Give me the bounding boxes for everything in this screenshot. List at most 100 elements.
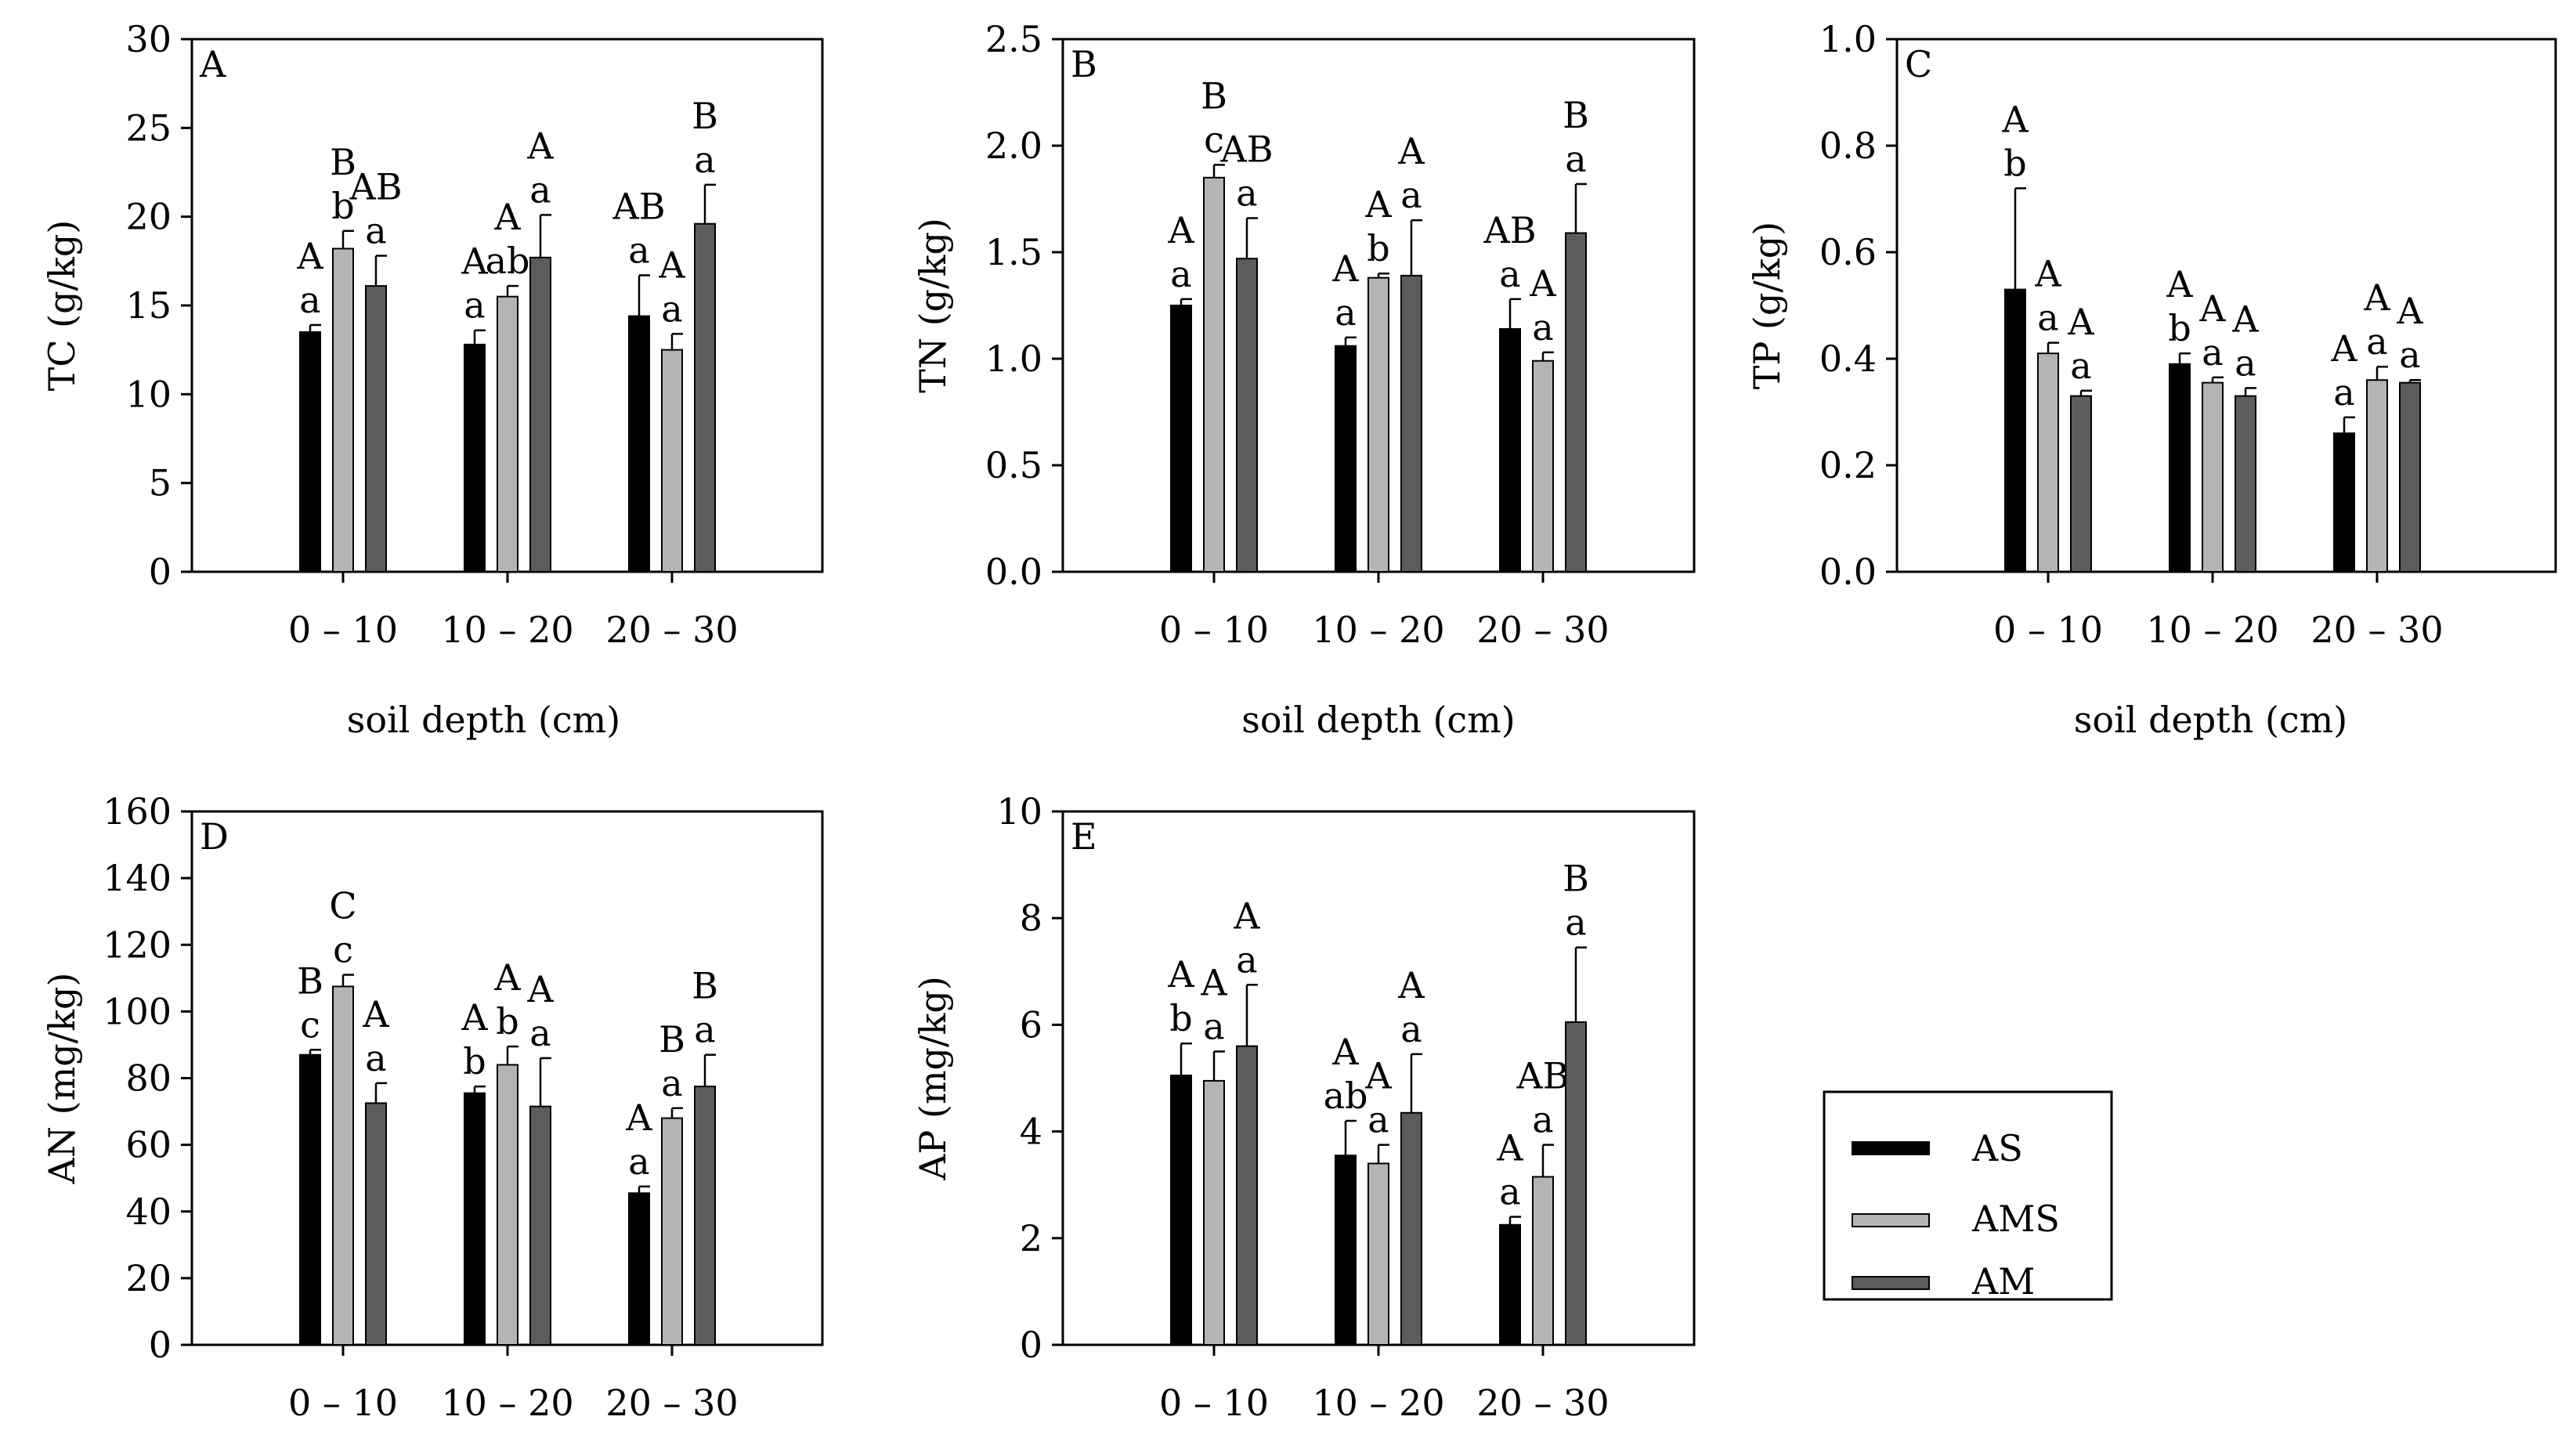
lowercase-significance-letter: b: [331, 185, 354, 227]
lowercase-significance-letter: a: [2366, 320, 2387, 363]
lowercase-significance-letter: a: [1400, 1008, 1422, 1050]
y-tick-label: 10: [996, 790, 1042, 833]
legend-label-ams: AMS: [1971, 1198, 2060, 1240]
y-tick-label: 20: [125, 1257, 172, 1299]
panel-label: E: [1071, 815, 1097, 858]
y-tick-label: 2.0: [985, 125, 1042, 167]
y-tick-label: 0.4: [1819, 338, 1877, 380]
x-tick-label: 10 – 20: [441, 609, 573, 651]
bar-am: [2235, 395, 2256, 573]
bar-am: [1236, 1045, 1258, 1346]
y-tick-label: 8: [1020, 897, 1042, 939]
legend-label-as: AS: [1971, 1127, 2023, 1169]
bar-as: [1499, 327, 1521, 573]
legend-swatch-as: [1852, 1141, 1930, 1155]
panel-label: A: [199, 43, 226, 85]
bar-as: [2004, 288, 2026, 573]
uppercase-significance-letter: A: [2363, 276, 2390, 319]
panel-label: C: [1905, 43, 1932, 85]
uppercase-significance-letter: A: [1167, 209, 1194, 251]
y-tick-label: 60: [125, 1124, 172, 1166]
y-axis-label: TC (g/kg): [41, 220, 83, 392]
uppercase-significance-letter: A: [493, 196, 521, 238]
uppercase-significance-letter: A: [1397, 130, 1425, 172]
y-tick-label: 120: [103, 923, 172, 966]
y-tick-label: 0: [149, 551, 172, 593]
lowercase-significance-letter: a: [1236, 938, 1257, 981]
uppercase-significance-letter: A: [526, 125, 554, 167]
lowercase-significance-letter: c: [333, 929, 353, 971]
uppercase-significance-letter: A: [1496, 1127, 1523, 1169]
lowercase-significance-letter: a: [2399, 334, 2420, 376]
uppercase-significance-letter: A: [1529, 262, 1556, 305]
lowercase-significance-letter: a: [694, 1009, 715, 1051]
panel-label: D: [200, 815, 229, 858]
uppercase-significance-letter: AB: [1483, 209, 1536, 251]
y-tick-label: 1.0: [985, 338, 1042, 380]
y-tick-label: 0.6: [1819, 231, 1877, 273]
y-tick-label: 80: [125, 1057, 172, 1100]
y-tick-label: 0: [149, 1324, 172, 1366]
bar-am: [1565, 1021, 1587, 1346]
uppercase-significance-letter: A: [1331, 1031, 1359, 1073]
y-tick-label: 0.2: [1819, 444, 1877, 486]
bar-as: [299, 331, 321, 573]
lowercase-significance-letter: a: [2070, 345, 2091, 387]
lowercase-significance-letter: a: [529, 1012, 551, 1054]
lowercase-significance-letter: ab: [486, 240, 530, 282]
lowercase-significance-letter: ab: [1324, 1075, 1368, 1117]
bar-am: [1400, 274, 1422, 573]
x-tick-label: 10 – 20: [1312, 1382, 1444, 1424]
lowercase-significance-letter: a: [299, 279, 320, 321]
lowercase-significance-letter: a: [464, 284, 485, 327]
y-tick-label: 1.5: [985, 231, 1042, 273]
y-axis-label: AP (mg/kg): [912, 976, 954, 1181]
lowercase-significance-letter: a: [365, 210, 386, 252]
bar-as: [464, 343, 486, 573]
bar-am: [694, 1086, 716, 1346]
lowercase-significance-letter: b: [2003, 142, 2026, 184]
bar-ams: [661, 349, 683, 573]
uppercase-significance-letter: B: [692, 95, 718, 137]
bar-ams: [1203, 1079, 1225, 1346]
bar-as: [1170, 305, 1192, 573]
lowercase-significance-letter: a: [1499, 253, 1520, 295]
uppercase-significance-letter: A: [2067, 301, 2094, 343]
y-axis-label: TP (g/kg): [1746, 222, 1788, 389]
y-tick-label: 1.0: [1819, 18, 1877, 60]
bar-as: [1335, 1155, 1357, 1346]
lowercase-significance-letter: c: [1204, 118, 1224, 161]
x-tick-label: 20 – 30: [1476, 609, 1609, 651]
x-tick-label: 20 – 30: [605, 1382, 738, 1424]
x-tick-label: 0 – 10: [1993, 609, 2103, 651]
bar-ams: [2202, 381, 2224, 573]
bar-am: [365, 1102, 387, 1346]
bar-am: [365, 285, 387, 573]
lowercase-significance-letter: b: [1169, 997, 1192, 1039]
uppercase-significance-letter: A: [1200, 961, 1227, 1003]
bar-ams: [2366, 379, 2388, 573]
bar-as: [2169, 363, 2191, 573]
lowercase-significance-letter: c: [300, 1003, 320, 1046]
legend-swatch-am: [1852, 1276, 1930, 1290]
chart-panel-c: C0.00.20.40.60.81.0TP (g/kg)0 – 10bAaAaA…: [1746, 18, 2557, 741]
uppercase-significance-letter: AB: [1219, 128, 1273, 170]
x-tick-label: 0 – 10: [1159, 609, 1269, 651]
x-tick-label: 20 – 30: [2310, 609, 2443, 651]
x-axis-label: soil depth (cm): [1241, 699, 1515, 741]
plot-frame: [1895, 38, 2557, 573]
bar-am: [1565, 232, 1587, 573]
uppercase-significance-letter: C: [329, 885, 356, 927]
lowercase-significance-letter: a: [1400, 174, 1422, 216]
lowercase-significance-letter: a: [1170, 253, 1191, 295]
uppercase-significance-letter: B: [1563, 858, 1589, 900]
lowercase-significance-letter: a: [2333, 371, 2354, 414]
lowercase-significance-letter: a: [1565, 902, 1586, 944]
x-tick-label: 10 – 20: [2146, 609, 2278, 651]
uppercase-significance-letter: A: [362, 993, 389, 1035]
bar-am: [529, 256, 551, 573]
y-tick-label: 4: [1020, 1111, 1042, 1153]
lowercase-significance-letter: a: [1236, 172, 1257, 214]
